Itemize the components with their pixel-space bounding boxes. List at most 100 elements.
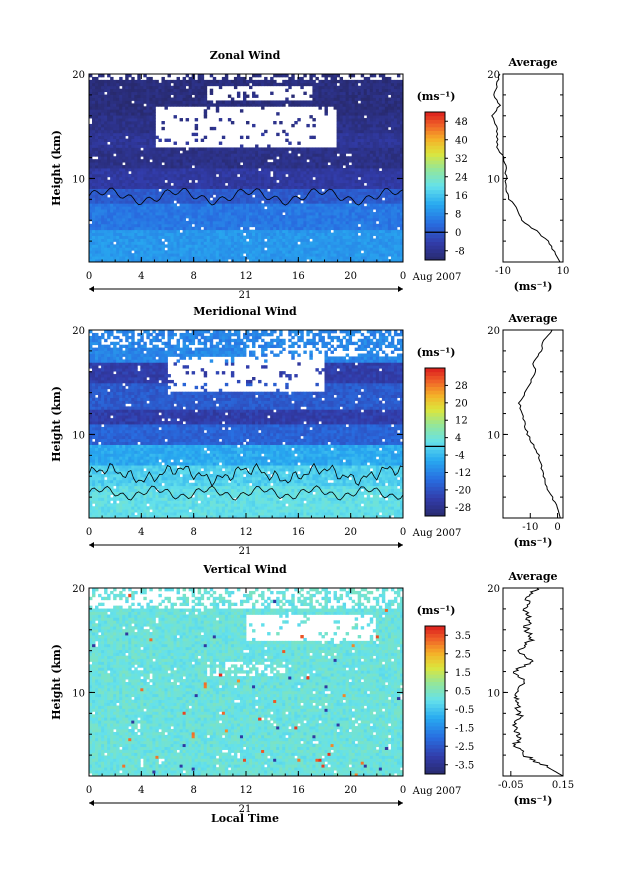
heatmap-cell (387, 153, 392, 157)
heatmap-cell (188, 259, 193, 263)
heatmap-cell (267, 176, 271, 181)
heatmap-cell (95, 206, 99, 210)
heatmap-cell (131, 220, 135, 225)
heatmap-cell (230, 247, 235, 251)
heatmap-cell (98, 144, 102, 148)
heatmap-cell (155, 185, 159, 189)
heatmap-cell (200, 212, 205, 216)
heatmap-cell (176, 212, 180, 216)
heatmap-cell (221, 256, 226, 260)
heatmap-cell (285, 200, 289, 204)
heatmap-cell (339, 159, 344, 163)
heatmap-cell (113, 106, 117, 110)
heatmap-cell (98, 250, 102, 254)
heatmap-cell (104, 165, 108, 169)
heatmap-cell (339, 226, 344, 231)
heatmap-cell (279, 209, 283, 213)
heatmap-cell (336, 220, 340, 225)
heatmap-cell (348, 129, 353, 134)
heatmap-cell (191, 173, 196, 178)
heatmap-cell (95, 112, 99, 116)
heatmap-cell (242, 97, 247, 101)
heatmap-cell (152, 250, 156, 254)
heatmap-cell (164, 150, 168, 154)
heatmap-cell (104, 159, 108, 163)
heatmap-cell (194, 194, 199, 198)
heatmap-cell (137, 106, 141, 110)
heatmap-cell (152, 170, 156, 175)
heatmap-cell (369, 94, 374, 98)
heatmap-cell (143, 115, 147, 119)
heatmap-cell (152, 223, 156, 228)
heatmap-cell (354, 247, 359, 251)
heatmap-cell (164, 159, 168, 163)
heatmap-cell (303, 244, 307, 248)
heatmap-cell (336, 132, 340, 137)
heatmap-cell (276, 232, 280, 236)
heatmap-cell (161, 159, 165, 163)
heatmap-cell (194, 173, 199, 178)
heatmap-cell (282, 176, 286, 181)
heatmap-cell (242, 176, 247, 181)
heatmap-cell (131, 144, 135, 148)
heatmap-cell (276, 100, 280, 104)
heatmap-cell (255, 185, 259, 189)
heatmap-cell (128, 118, 132, 122)
heatmap-cell (200, 250, 205, 254)
heatmap-cell (155, 232, 159, 236)
heatmap-cell (149, 106, 153, 110)
heatmap-cell (297, 147, 301, 151)
heatmap-cell (95, 209, 99, 213)
heatmap-cell (95, 103, 99, 107)
heatmap-cell (267, 144, 271, 148)
heatmap-cell (273, 182, 277, 187)
heatmap-cell (104, 106, 108, 110)
heatmap-cell (140, 259, 144, 263)
heatmap-cell (324, 253, 328, 257)
heatmap-cell (288, 182, 292, 187)
heatmap-cell (152, 256, 156, 260)
heatmap-cell (267, 191, 271, 195)
heatmap-cell (393, 206, 398, 210)
heatmap-cell (233, 203, 238, 207)
heatmap-cell (330, 203, 334, 207)
heatmap-cell (375, 162, 380, 166)
heatmap-cell (342, 215, 347, 219)
heatmap-cell (258, 217, 262, 222)
heatmap-cell (336, 103, 340, 107)
heatmap-cell (119, 141, 123, 145)
heatmap-cell (375, 173, 380, 178)
heatmap-cell (134, 232, 138, 236)
heatmap-cell (113, 194, 117, 198)
heatmap-cell (390, 150, 395, 154)
heatmap-cell (294, 179, 298, 184)
heatmap-cell (92, 212, 96, 216)
heatmap-cell (300, 229, 304, 234)
heatmap-cell (98, 244, 102, 248)
heatmap-cell (336, 156, 340, 160)
heatmap-cell (294, 203, 298, 207)
heatmap-cell (282, 200, 286, 204)
heatmap-cell (264, 226, 268, 231)
heatmap-cell (206, 253, 211, 257)
heatmap-cell (239, 176, 244, 181)
heatmap-cell (366, 141, 371, 145)
heatmap-cell (110, 176, 114, 181)
heatmap-cell (239, 197, 244, 201)
heatmap-cell (206, 215, 211, 219)
heatmap-cell (276, 238, 280, 242)
heatmap-cell (137, 179, 141, 184)
heatmap-cell (390, 229, 395, 234)
heatmap-cell (113, 250, 117, 254)
heatmap-cell (351, 217, 356, 222)
heatmap-cell (267, 147, 271, 151)
heatmap-cell (381, 220, 386, 225)
heatmap-cell (143, 256, 147, 260)
heatmap-cell (357, 250, 362, 254)
heatmap-cell (291, 182, 295, 187)
heatmap-cell (110, 100, 114, 104)
heatmap-cell (366, 109, 371, 113)
heatmap-cell (246, 191, 250, 195)
heatmap-cell (360, 106, 365, 110)
heatmap-cell (143, 109, 147, 113)
